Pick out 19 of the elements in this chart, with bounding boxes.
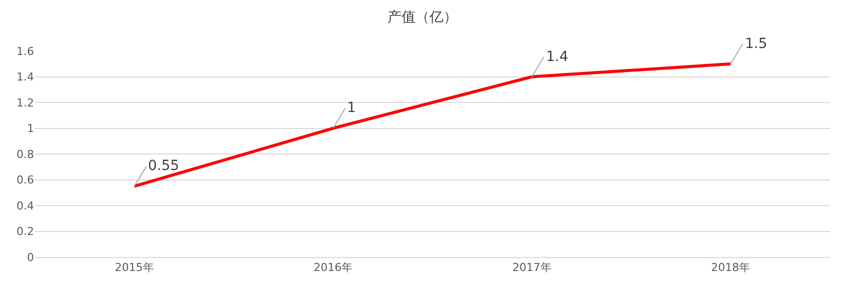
y-tick-label: 0 (27, 250, 34, 264)
chart-title: 产值（亿） (388, 9, 458, 26)
x-tick-label: 2017年 (512, 261, 552, 274)
y-tick-label: 0.4 (16, 199, 34, 212)
y-tick-label: 1.4 (16, 70, 34, 84)
x-tick-label: 2018年 (711, 261, 750, 274)
y-tick-label: 0.6 (16, 174, 34, 187)
data-label: 1.5 (745, 36, 768, 52)
y-tick-label: 0.8 (16, 148, 34, 161)
line-series (132, 62, 732, 188)
data-label: 1.4 (546, 49, 568, 65)
y-tick-label: 1 (27, 122, 34, 136)
x-tick-label: 2015年 (114, 261, 154, 274)
y-tick-label: 0.2 (16, 225, 34, 238)
y-tick-label: 1.2 (16, 96, 34, 110)
data-label: 1 (347, 100, 356, 116)
data-label: 0.55 (148, 158, 180, 174)
y-tick-label: 1.6 (16, 44, 34, 58)
x-tick-label: 2016年 (314, 261, 353, 274)
